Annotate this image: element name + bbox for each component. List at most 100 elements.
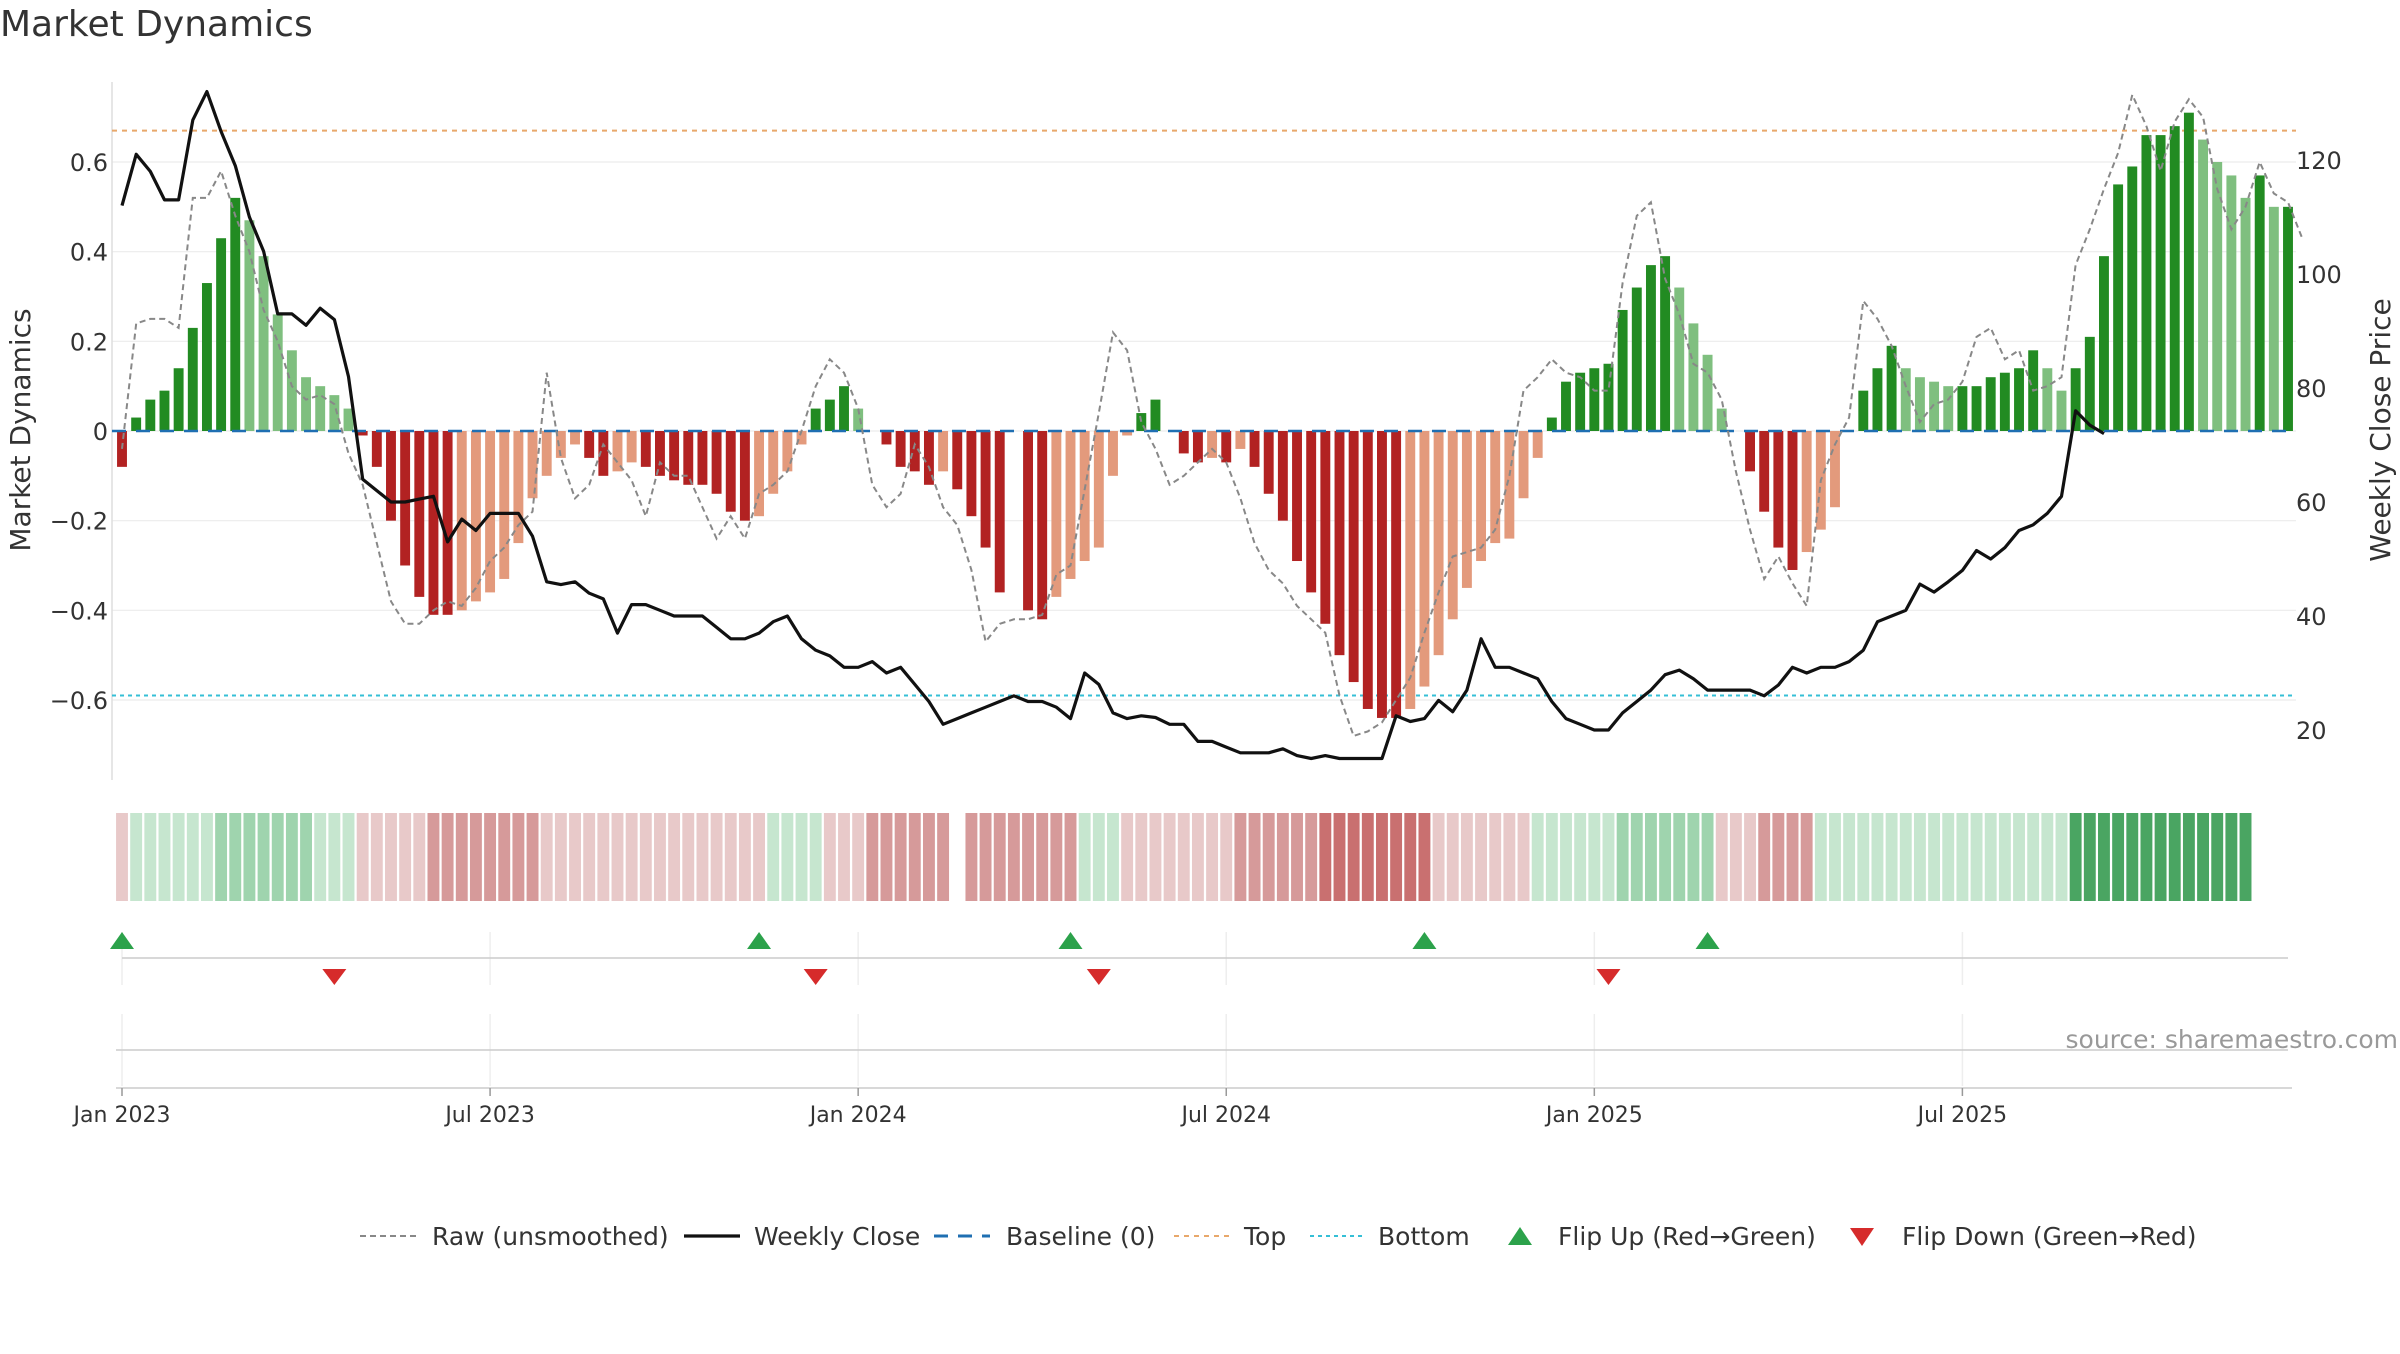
- regime-band-cell: [908, 813, 921, 901]
- regime-band-cell: [2239, 813, 2252, 901]
- regime-band-cell: [724, 813, 737, 901]
- regime-band-cell: [1800, 813, 1813, 901]
- momentum-bar: [414, 431, 425, 597]
- regime-band-cell: [1560, 813, 1572, 901]
- regime-band-cell: [1489, 813, 1502, 901]
- regime-band-cell: [597, 813, 610, 901]
- flip-up-marker: [1412, 932, 1437, 949]
- momentum-bar: [1617, 309, 1628, 431]
- momentum-bar: [697, 431, 708, 485]
- regime-band-cell: [1673, 813, 1686, 901]
- momentum-bar: [2014, 368, 2024, 431]
- regime-band-cell: [1588, 813, 1601, 901]
- momentum-bar: [1872, 368, 1883, 431]
- momentum-bar: [1971, 386, 1982, 431]
- momentum-bar: [1716, 408, 1727, 431]
- regime-band-cell: [526, 813, 539, 901]
- momentum-bar: [2099, 256, 2109, 431]
- regime-band-cell: [1772, 813, 1785, 901]
- momentum-bar: [683, 431, 694, 485]
- regime-band-cell: [1517, 813, 1530, 901]
- momentum-bar: [2155, 135, 2166, 431]
- momentum-bar: [2283, 206, 2293, 431]
- flip-up-marker: [1058, 932, 1083, 949]
- momentum-bar: [739, 431, 750, 521]
- regime-band-cell: [1984, 813, 1997, 901]
- momentum-bar: [1957, 386, 1968, 431]
- momentum-bar: [485, 431, 496, 593]
- regime-band-cell: [427, 813, 440, 901]
- momentum-bar: [1631, 287, 1642, 431]
- regime-band-cell: [838, 813, 850, 901]
- momentum-bar: [1405, 431, 1416, 709]
- regime-band-cell: [1574, 813, 1587, 901]
- momentum-bar: [499, 431, 510, 579]
- regime-band-cell: [880, 813, 893, 901]
- momentum-bar: [1320, 431, 1331, 624]
- y-tick-right: 20: [2296, 717, 2327, 745]
- regime-band-cell: [1928, 813, 1941, 901]
- regime-band-cell: [1687, 813, 1700, 901]
- legend-label: Bottom: [1378, 1222, 1470, 1251]
- regime-band-cell: [2126, 813, 2139, 901]
- momentum-bar: [1645, 265, 1656, 431]
- momentum-bar: [428, 431, 439, 615]
- regime-band-cell: [1305, 813, 1318, 901]
- momentum-bar: [2141, 135, 2152, 431]
- regime-band-cell: [639, 813, 652, 901]
- momentum-bar: [371, 431, 382, 467]
- regime-band-cell: [2211, 813, 2224, 901]
- regime-band-cell: [498, 813, 511, 901]
- regime-band-cell: [540, 813, 553, 901]
- regime-band-cell: [696, 813, 709, 901]
- momentum-bar: [555, 431, 566, 458]
- flip-down-marker: [1086, 969, 1111, 985]
- regime-band-cell: [2182, 813, 2195, 901]
- regime-band-cell: [625, 813, 638, 901]
- regime-band-cell: [200, 813, 213, 901]
- regime-band-cell: [753, 813, 766, 901]
- flip-down-marker: [1596, 969, 1621, 985]
- regime-band-cell: [1701, 813, 1714, 901]
- momentum-bar: [1773, 431, 1784, 548]
- momentum-bar: [1985, 377, 1996, 431]
- momentum-bar: [725, 431, 736, 512]
- momentum-bar: [145, 399, 156, 431]
- y-axis-title-right: Weekly Close Price: [2364, 298, 2397, 561]
- momentum-bar: [1037, 431, 1048, 620]
- momentum-bar: [1929, 381, 1940, 431]
- regime-band-cell: [484, 813, 497, 901]
- regime-band-cell: [385, 813, 397, 901]
- regime-band-cell: [512, 813, 525, 901]
- regime-band-cell: [1531, 813, 1544, 901]
- regime-band-cell: [1404, 813, 1417, 901]
- regime-band-cell: [1418, 813, 1431, 901]
- regime-band-cell: [852, 813, 865, 901]
- regime-band-cell: [2225, 813, 2238, 901]
- momentum-bar: [994, 431, 1005, 593]
- momentum-bar: [853, 408, 864, 431]
- regime-band-cell: [1262, 813, 1275, 901]
- momentum-bar: [442, 431, 453, 615]
- momentum-bar: [1433, 431, 1444, 656]
- regime-band-cell: [1475, 813, 1488, 901]
- regime-band-cell: [795, 813, 808, 901]
- momentum-bar: [1759, 431, 1770, 512]
- momentum-bar: [1674, 287, 1685, 431]
- momentum-bar: [2042, 368, 2053, 431]
- y-tick-right: 40: [2296, 603, 2327, 631]
- regime-band-cell: [172, 813, 185, 901]
- momentum-bar: [938, 431, 949, 472]
- legend-label: Baseline (0): [1006, 1222, 1155, 1251]
- regime-band-cell: [894, 813, 907, 901]
- regime-band-cell: [1460, 813, 1473, 901]
- y-tick-left: 0.6: [70, 149, 108, 177]
- regime-band-cell: [2069, 813, 2082, 901]
- regime-band-cell: [1729, 813, 1742, 901]
- y-tick-left: −0.4: [50, 597, 108, 625]
- momentum-bar: [272, 314, 283, 431]
- legend-swatch-flip-up: [1508, 1227, 1532, 1245]
- regime-band-cell: [1036, 813, 1049, 901]
- regime-band-cell: [1545, 813, 1558, 901]
- regime-band-cell: [2168, 813, 2181, 901]
